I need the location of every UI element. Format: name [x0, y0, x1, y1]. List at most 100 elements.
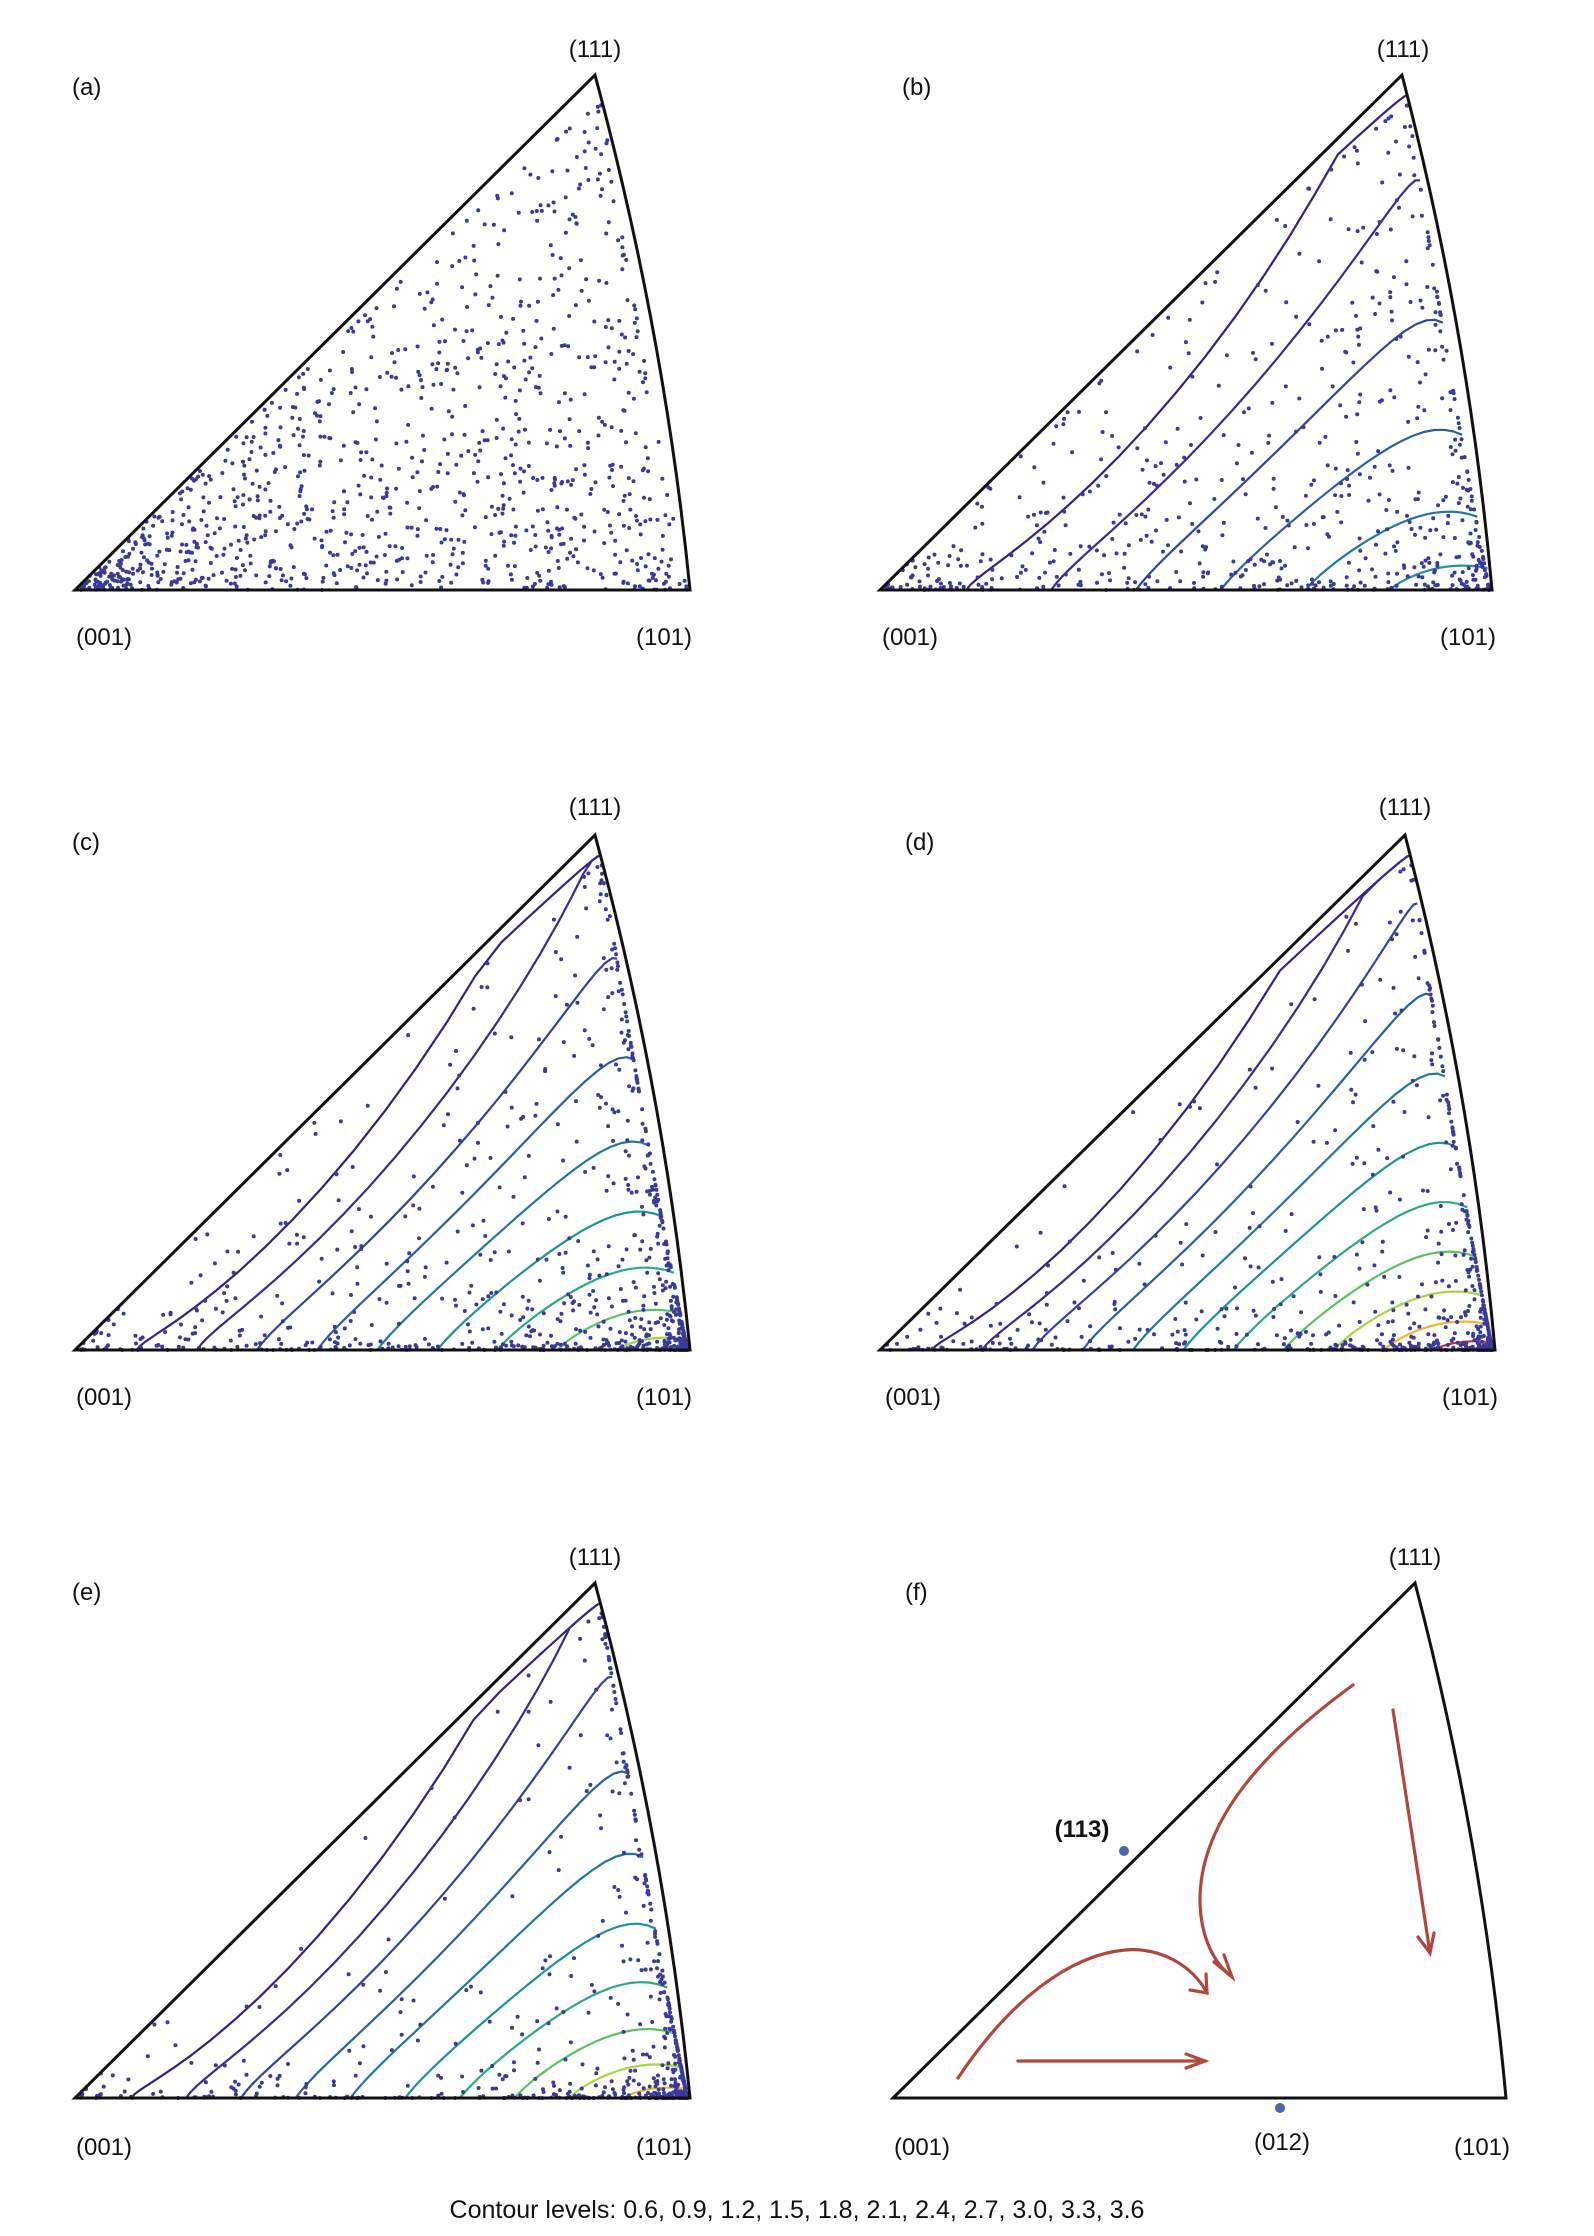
orientation-point	[956, 557, 961, 562]
orientation-point	[501, 481, 506, 486]
orientation-point	[94, 579, 99, 584]
orientation-point	[898, 585, 903, 589]
orientation-point	[643, 445, 648, 450]
orientation-point	[170, 510, 175, 514]
orientation-point	[275, 1293, 280, 1298]
orientation-point	[610, 947, 615, 952]
orientation-point	[1410, 918, 1415, 923]
orientation-point	[225, 447, 230, 452]
orientation-point	[995, 1333, 1000, 1338]
orientation-point	[678, 1341, 683, 1346]
orientation-point	[220, 570, 224, 575]
orientation-point	[364, 387, 369, 392]
orientation-point	[1413, 954, 1418, 959]
orientation-point	[460, 2074, 465, 2079]
orientation-point	[624, 548, 629, 553]
orientation-point	[1009, 1341, 1014, 1346]
orientation-point	[348, 391, 353, 395]
orientation-point	[604, 967, 609, 972]
orientation-point	[674, 1295, 679, 1300]
orientation-point	[569, 1974, 574, 1978]
orientation-point	[1255, 283, 1260, 288]
orientation-point	[1197, 1106, 1202, 1111]
orientation-point	[630, 1324, 634, 1329]
orientation-point	[1159, 461, 1163, 466]
orientation-point	[1475, 540, 1480, 545]
orientation-point	[199, 518, 204, 522]
orientation-point	[567, 266, 572, 271]
orientation-point	[1309, 482, 1314, 487]
orientation-point	[668, 1284, 673, 1289]
orientation-point	[595, 1257, 600, 1262]
orientation-point	[962, 1321, 967, 1326]
orientation-point	[562, 1301, 567, 1306]
orientation-point	[494, 436, 499, 440]
orientation-point	[155, 573, 160, 578]
orientation-point	[1248, 557, 1253, 562]
orientation-point	[1459, 455, 1464, 460]
orientation-point	[1467, 541, 1472, 546]
orientation-point	[485, 961, 490, 966]
orientation-point	[1438, 312, 1443, 317]
orientation-point	[634, 335, 639, 340]
orientation-point	[345, 564, 350, 569]
orientation-point	[437, 579, 442, 583]
orientation-point	[673, 2038, 678, 2043]
orientation-point	[635, 568, 640, 573]
orientation-point	[655, 517, 660, 522]
orientation-point	[1460, 570, 1465, 575]
orientation-point	[1388, 1190, 1393, 1195]
orientation-point	[302, 468, 307, 473]
orientation-point	[1442, 1308, 1447, 1313]
orientation-point	[1100, 572, 1104, 577]
orientation-point	[675, 2048, 680, 2053]
orientation-point	[386, 1937, 391, 1942]
orientation-point	[1161, 549, 1165, 554]
orientation-point	[627, 492, 632, 497]
orientation-point	[926, 573, 930, 578]
orientation-point	[1266, 440, 1271, 445]
orientation-point	[535, 2019, 540, 2024]
orientation-point	[483, 515, 488, 520]
orientation-point	[474, 1302, 479, 1307]
orientation-point	[557, 2088, 562, 2093]
orientation-point	[1390, 937, 1395, 942]
orientation-point	[1337, 1323, 1342, 1328]
orientation-point	[1072, 1300, 1077, 1305]
orientation-point	[655, 1339, 660, 1344]
contour-line	[1219, 428, 1463, 591]
orientation-point	[997, 1341, 1002, 1346]
orientation-point	[1253, 1085, 1258, 1090]
orientation-point	[939, 1334, 943, 1339]
orientation-point	[1435, 561, 1440, 565]
orientation-point	[473, 452, 478, 457]
orientation-point	[95, 572, 100, 577]
orientation-point	[1220, 533, 1225, 538]
orientation-point	[1229, 572, 1234, 577]
orientation-point	[671, 516, 676, 521]
orientation-point	[262, 1333, 267, 1338]
orientation-point	[1175, 426, 1180, 431]
orientation-point	[334, 581, 339, 586]
orientation-point	[444, 528, 449, 533]
orientation-point	[405, 500, 410, 505]
orientation-point	[158, 577, 163, 581]
orientation-point	[1187, 317, 1192, 322]
orientation-point	[1378, 977, 1383, 982]
orientation-point	[328, 528, 333, 533]
orientation-point	[1061, 422, 1066, 427]
orientation-point	[676, 1344, 680, 1349]
orientation-point	[1219, 584, 1224, 589]
orientation-point	[648, 1327, 653, 1332]
orientation-point	[475, 347, 480, 352]
orientation-point	[613, 946, 618, 951]
pole-marker-012	[1275, 2103, 1285, 2113]
orientation-point	[578, 1636, 583, 1641]
orientation-point	[332, 500, 337, 505]
panel-label: (a)	[72, 74, 101, 101]
orientation-point	[632, 320, 637, 325]
orientation-point	[597, 1616, 602, 1621]
orientation-point	[233, 2092, 238, 2097]
orientation-point	[275, 2076, 280, 2081]
orientation-point	[533, 345, 538, 350]
